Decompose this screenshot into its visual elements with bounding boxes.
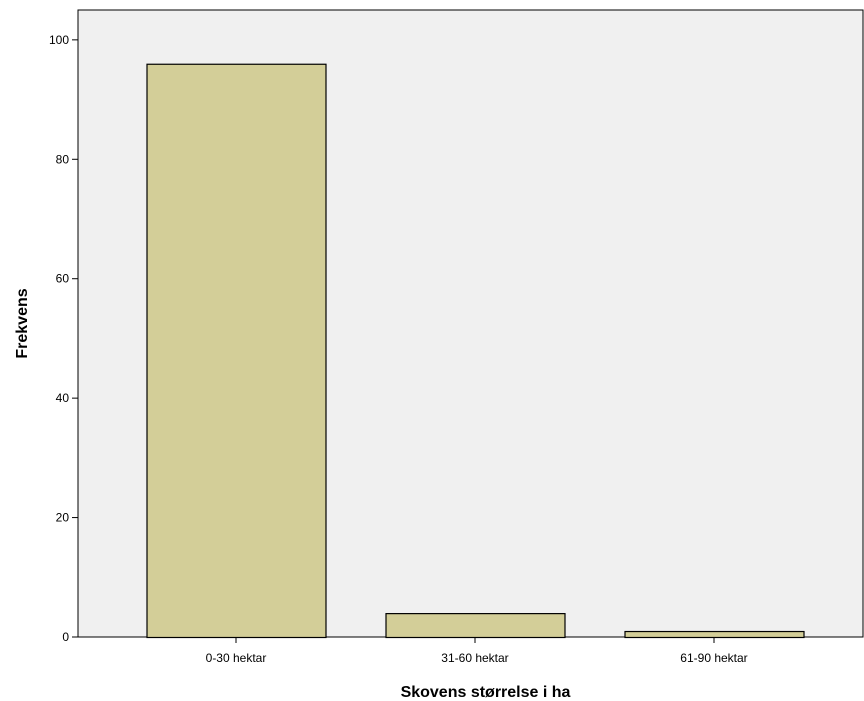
x-tick-label: 0-30 hektar	[206, 651, 267, 665]
y-tick-label: 80	[56, 152, 70, 166]
bar-61-90-hektar	[624, 630, 805, 639]
bar-0-30-hektar	[146, 63, 327, 639]
x-tick-label: 31-60 hektar	[441, 651, 508, 665]
y-tick-label: 40	[56, 391, 70, 405]
y-tick-label: 0	[62, 630, 69, 644]
bars-group	[146, 63, 805, 639]
y-tick-label: 100	[49, 33, 69, 47]
x-axis-title: Skovens størrelse i ha	[401, 684, 571, 701]
y-axis-title: Frekvens	[14, 288, 31, 358]
bar-31-60-hektar	[385, 613, 566, 639]
x-tick-label: 61-90 hektar	[680, 651, 747, 665]
x-axis: 0-30 hektar 31-60 hektar 61-90 hektar	[206, 637, 748, 665]
y-tick-label: 60	[56, 272, 70, 286]
y-axis: 0 20 40 60 80 100	[49, 33, 78, 644]
y-tick-label: 20	[56, 511, 70, 525]
